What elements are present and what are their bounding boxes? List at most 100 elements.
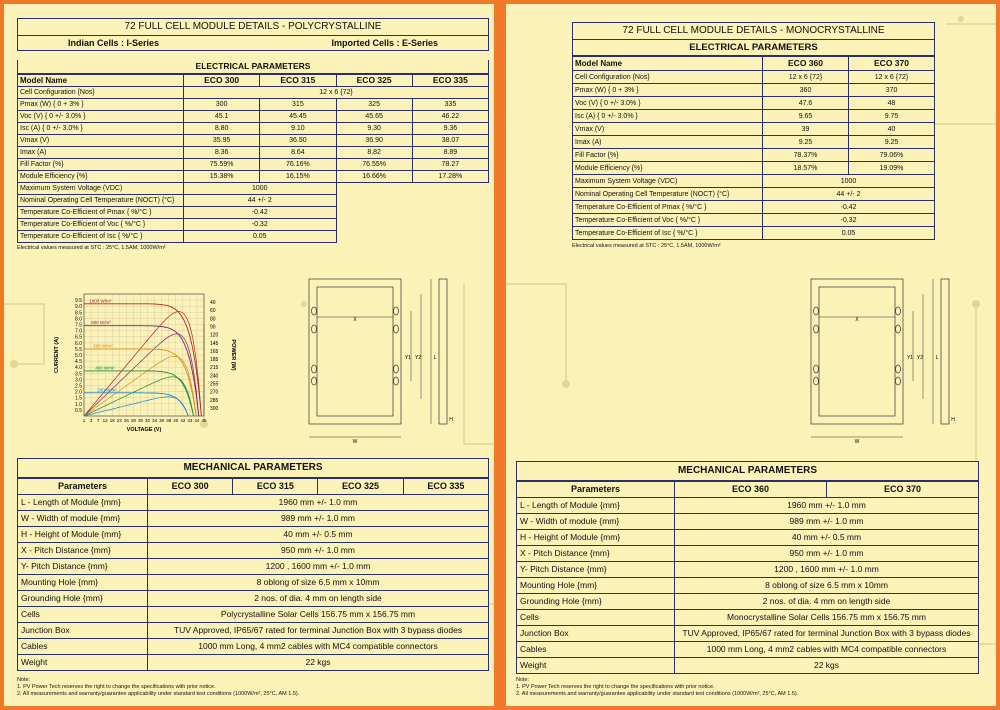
- cell-value: 18.57%: [762, 161, 849, 175]
- dimension-label-y1: Y1: [907, 355, 913, 361]
- table-row: Module Efficiency {%} 15.38% 16.15% 16.66% 1…: [17, 170, 490, 183]
- row-label: Nominal Operating Cell Temperature (NOCT…: [572, 187, 763, 201]
- y-tick-label: 2.5: [75, 384, 82, 390]
- cell-value: 78.37%: [762, 148, 849, 162]
- row-label: Maximum System Voltage (VDC): [572, 174, 763, 188]
- left-page: 72 FULL CELL MODULE DETAILS - POLYCRYSTA…: [4, 4, 494, 706]
- y2-tick-label: 215: [210, 365, 219, 371]
- row-label: Vmax (V): [572, 122, 763, 136]
- row-label: Isc (A) { 0 +/- 3.0% }: [572, 109, 763, 123]
- y2-tick-label: 80: [210, 316, 216, 322]
- power-curve: [83, 333, 200, 417]
- row-label: Cell Configuration {Nos}: [572, 70, 763, 84]
- table-row: Cell Configuration {Nos} 12 x 6 {72} 12 x …: [572, 70, 935, 84]
- y2-tick-label: 255: [210, 382, 219, 388]
- model-header: ECO 325: [317, 478, 404, 495]
- row-label: Module Efficiency {%}: [17, 170, 184, 183]
- x-tick-label: 44: [194, 418, 200, 423]
- model-header: ECO 335: [402, 478, 490, 495]
- table-row: Module Efficiency {%} 18.57% 19.09%: [572, 161, 935, 175]
- x-tick-label: 38: [166, 418, 172, 423]
- cell-value: 45.65: [335, 110, 413, 123]
- cell-value: 8.36: [182, 146, 261, 159]
- row-label: W - Width of module {mm}: [17, 510, 148, 527]
- table-row: Junction Box TUV Approved, IP65/67 rated …: [17, 622, 489, 639]
- cell-value: 989 mm +/- 1.0 mm: [674, 513, 979, 530]
- cell-value: 22 kgs: [147, 654, 489, 671]
- table-row: L - Length of Module {mm} 1960 mm +/- 1.0…: [516, 497, 979, 514]
- note-line: Note:: [17, 677, 31, 683]
- model-header: ECO 370: [848, 56, 935, 71]
- series-label: 400 W/m²: [95, 365, 115, 370]
- x-tick-label: 7: [97, 418, 100, 423]
- iv-curve: [84, 392, 189, 417]
- table-row: Temperature Co-Efficient of Pmax { %/°C …: [17, 206, 489, 219]
- cell-value: 8 oblong of size 6.5 mm x 10mm: [147, 574, 489, 591]
- cell-value: 36.90: [335, 134, 413, 147]
- cell-value: 47.6: [762, 96, 849, 110]
- empty-cell: [336, 207, 489, 219]
- x-tick-label: 32: [145, 418, 151, 423]
- cell-value: 335: [411, 98, 490, 111]
- cell-value: 8.80: [182, 122, 261, 135]
- model-header: ECO 300: [182, 74, 261, 87]
- cell-value: 8.89: [411, 146, 490, 159]
- mounting-hole: [311, 306, 317, 316]
- y2-tick-label: 285: [210, 398, 219, 404]
- note-line: 2. All measurements and warranty/guarant…: [516, 691, 799, 697]
- cell-value: 1000: [183, 182, 337, 195]
- mounting-hole: [393, 376, 399, 386]
- y2-tick-label: 40: [210, 300, 216, 306]
- cell-value: 9.36: [411, 122, 490, 135]
- cell-value: -0.42: [762, 200, 935, 214]
- y-tick-label: 8.5: [75, 310, 82, 316]
- table-row: H - Height of Module {mm} 40 mm +/- 0.5 m…: [516, 529, 979, 546]
- table-row: Vmax (V) 39 40: [572, 122, 935, 136]
- mounting-hole: [895, 306, 901, 316]
- cell-value: 76.55%: [335, 158, 413, 171]
- row-label: Cells: [17, 606, 148, 623]
- mono-electrical-title: ELECTRICAL PARAMETERS: [572, 40, 935, 56]
- x-tick-label: 26: [124, 418, 130, 423]
- table-row: Weight 22 kgs: [516, 657, 979, 674]
- row-label: Cables: [516, 641, 675, 658]
- table-row: Grounding Hole {mm} 2 nos. of dia. 4 mm o…: [516, 593, 979, 610]
- y-tick-label: 9.5: [75, 298, 82, 304]
- y-tick-label: 0.5: [75, 408, 82, 414]
- dimension-label-x: X: [353, 317, 357, 323]
- y-tick-label: 5.5: [75, 347, 82, 353]
- table-row: Mounting Hole {mm} 8 oblong of size 6.5 m…: [516, 577, 979, 594]
- cell-value: 78.27: [411, 158, 490, 171]
- row-label: Temperature Co-Efficient of Voc { %/°C }: [572, 213, 763, 227]
- table-row: Fill Factor {%} 78.37% 79.06%: [572, 148, 935, 162]
- row-label: Imax (A): [572, 135, 763, 149]
- note-line: Note:: [516, 677, 530, 683]
- cell-value: 16.66%: [335, 170, 413, 183]
- y-tick-label: 1.0: [75, 402, 82, 408]
- cell-value: 9.75: [848, 109, 935, 123]
- model-header: ECO 315: [259, 74, 337, 87]
- table-row: Pmax (W) { 0 + 3% } 360 370: [572, 83, 935, 97]
- y-tick-label: 7.5: [75, 323, 82, 329]
- dimension-label-h: H: [951, 417, 955, 423]
- cell-value: -0.32: [183, 218, 337, 231]
- row-label: Grounding Hole {mm}: [516, 593, 675, 610]
- y-tick-label: 3.5: [75, 371, 82, 377]
- table-row: Nominal Operating Cell Temperature (NOCT…: [572, 187, 935, 201]
- page-gutter: [494, 0, 506, 710]
- indian-cells-label: Indian Cells : I-Series: [68, 38, 160, 48]
- cell-value: 39: [762, 122, 849, 136]
- table-row: Temperature Co-Efficient of Voc { %/°C }…: [17, 218, 489, 231]
- mounting-hole: [393, 306, 399, 316]
- poly-header-block: 72 FULL CELL MODULE DETAILS - POLYCRYSTA…: [17, 18, 489, 51]
- cell-value: 40 mm +/- 0.5 mm: [147, 526, 489, 543]
- note-line: 1. PV Power Tech reserves the right to c…: [516, 684, 715, 690]
- y-tick-label: 7.0: [75, 329, 82, 335]
- table-row: Y- Pitch Distance {mm} 1200 , 1600 mm +/-…: [17, 558, 489, 575]
- module-inner-frame: [818, 286, 896, 417]
- cell-value: 19.09%: [848, 161, 935, 175]
- row-label: Fill Factor {%}: [572, 148, 763, 162]
- cell-value: 1960 mm +/- 1.0 mm: [147, 494, 489, 511]
- series-label: 600 W/m²: [93, 343, 113, 348]
- poly-electrical-title: ELECTRICAL PARAMETERS: [17, 60, 489, 74]
